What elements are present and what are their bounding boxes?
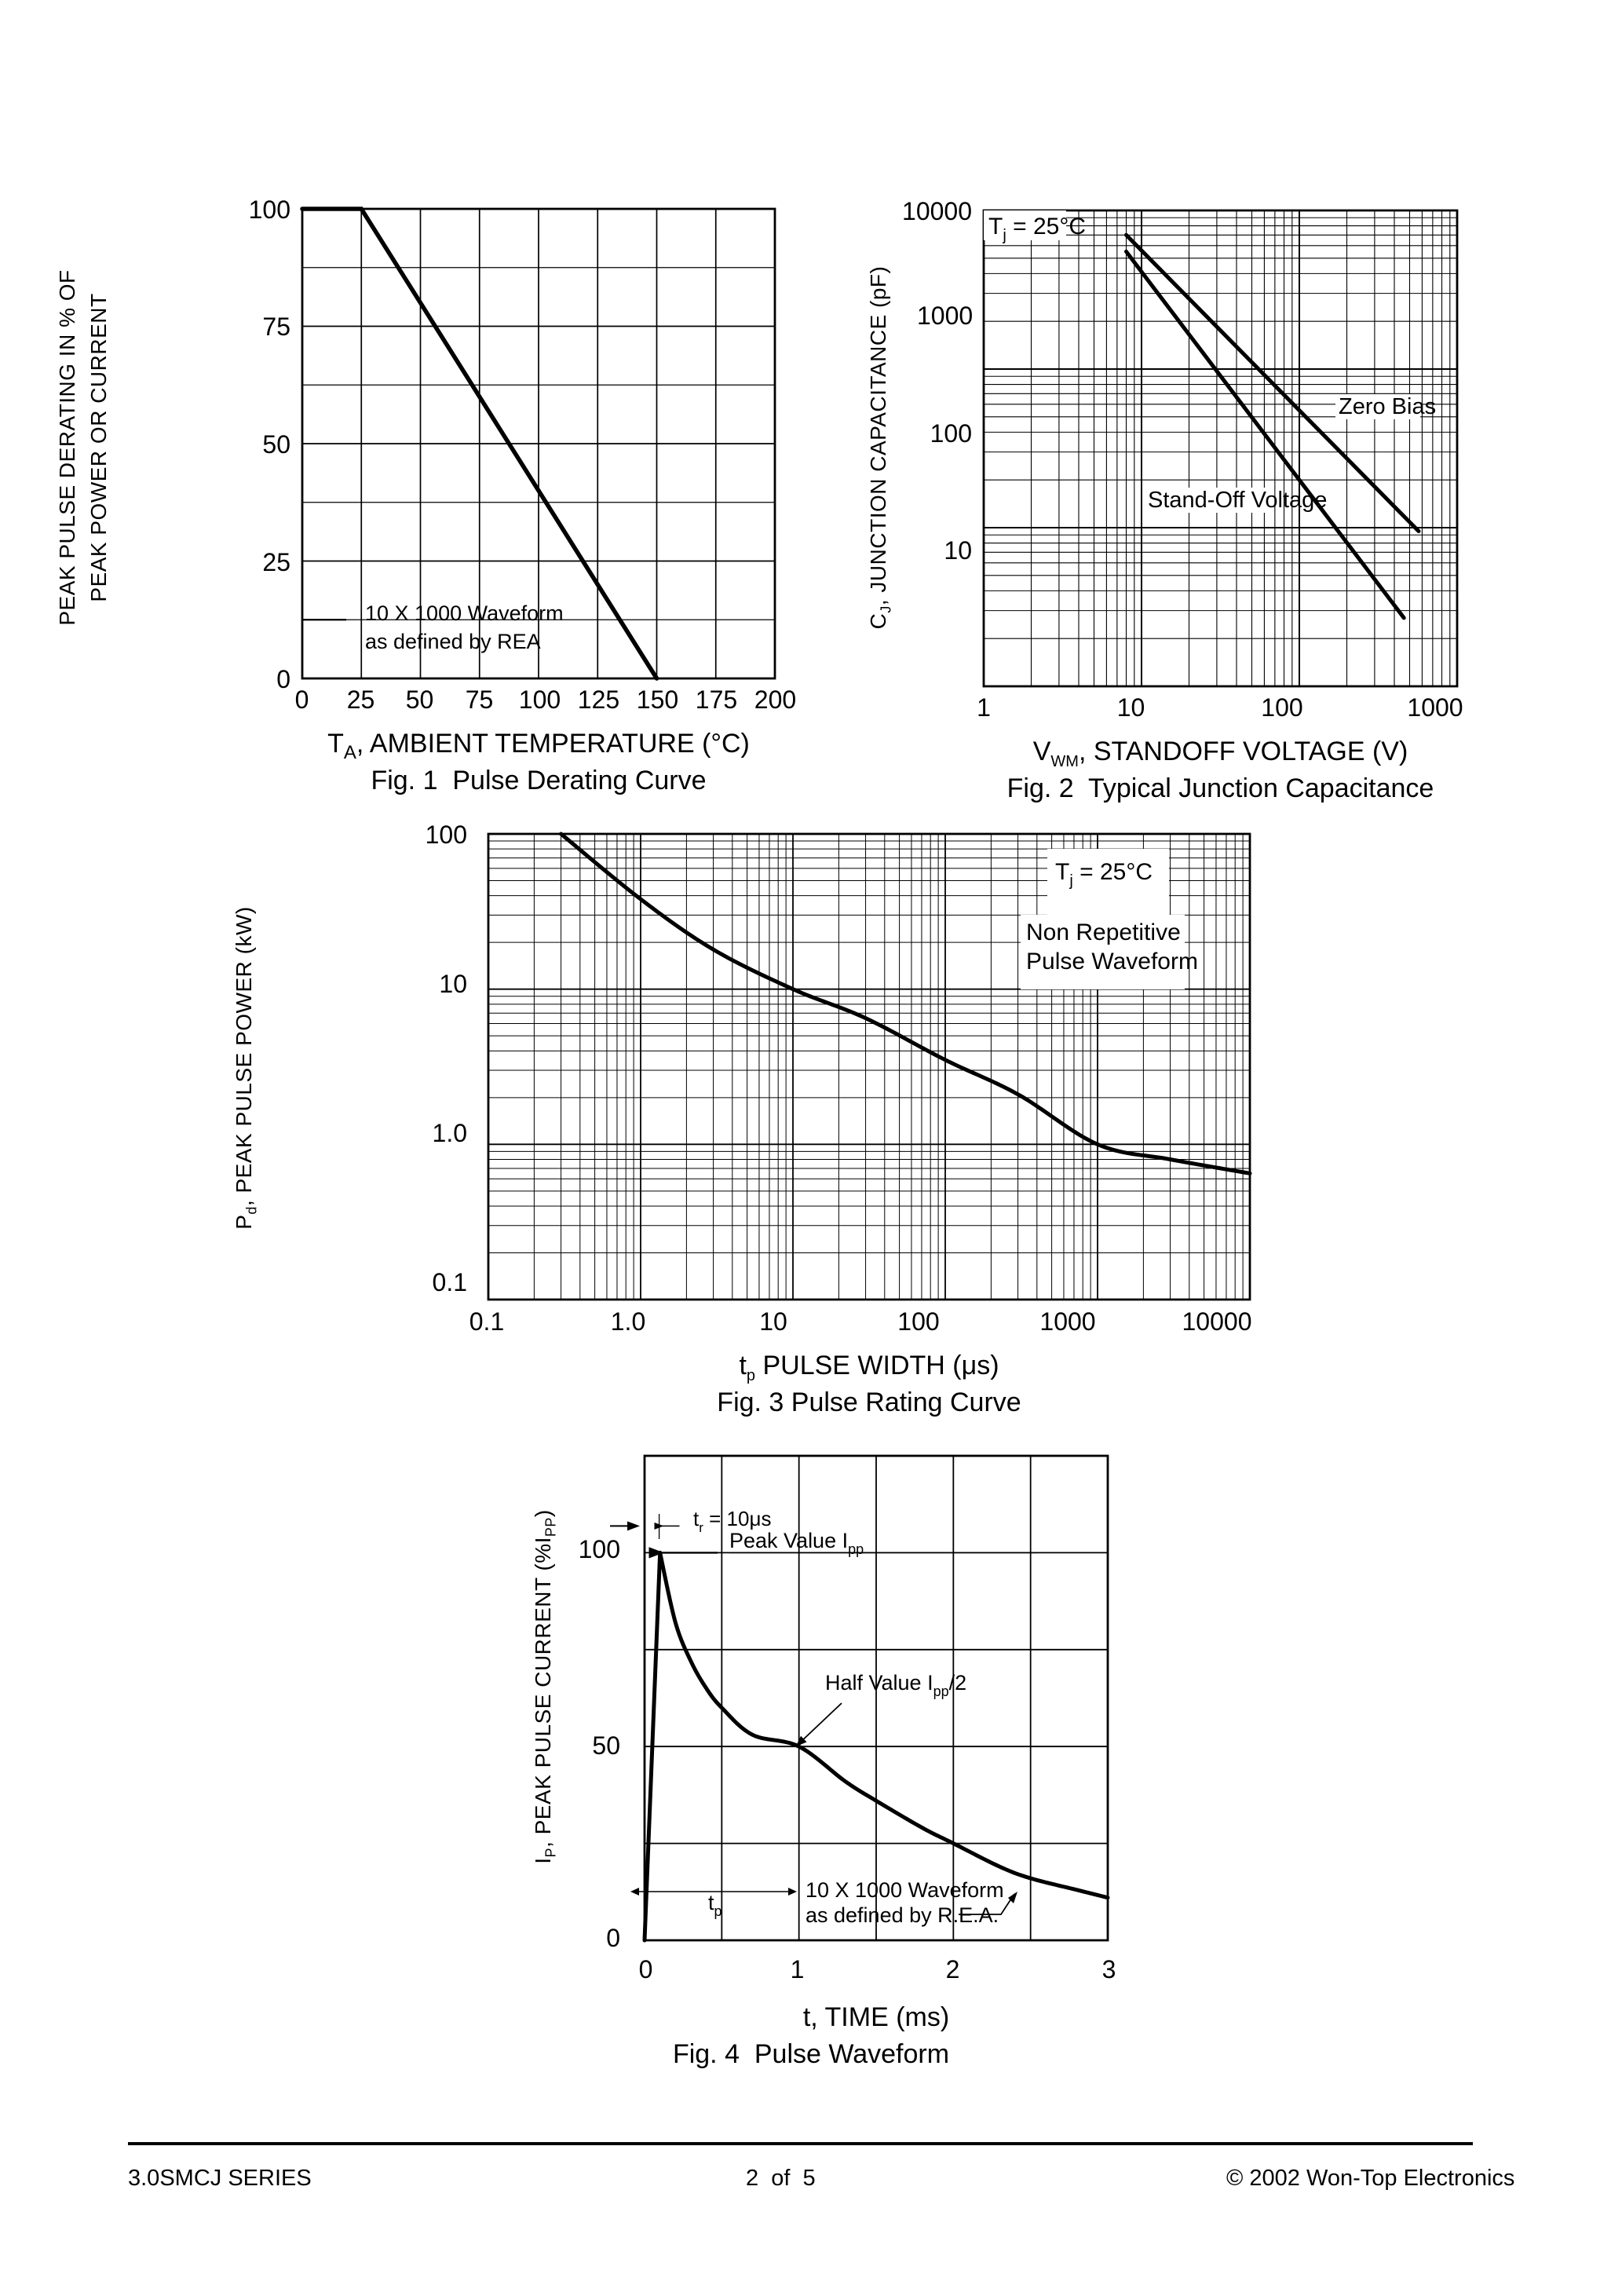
svg-text:Zero Bias: Zero Bias <box>1339 394 1436 419</box>
svg-text:Non Repetitive: Non Repetitive <box>1026 919 1181 945</box>
svg-text:10 X 1000 Waveform: 10 X 1000 Waveform <box>806 1878 1004 1902</box>
svg-text:Stand-Off Voltage: Stand-Off Voltage <box>1148 488 1327 513</box>
svg-text:Pulse Waveform: Pulse Waveform <box>1026 949 1198 974</box>
svg-text:as defined by R.E.A.: as defined by R.E.A. <box>806 1903 999 1927</box>
